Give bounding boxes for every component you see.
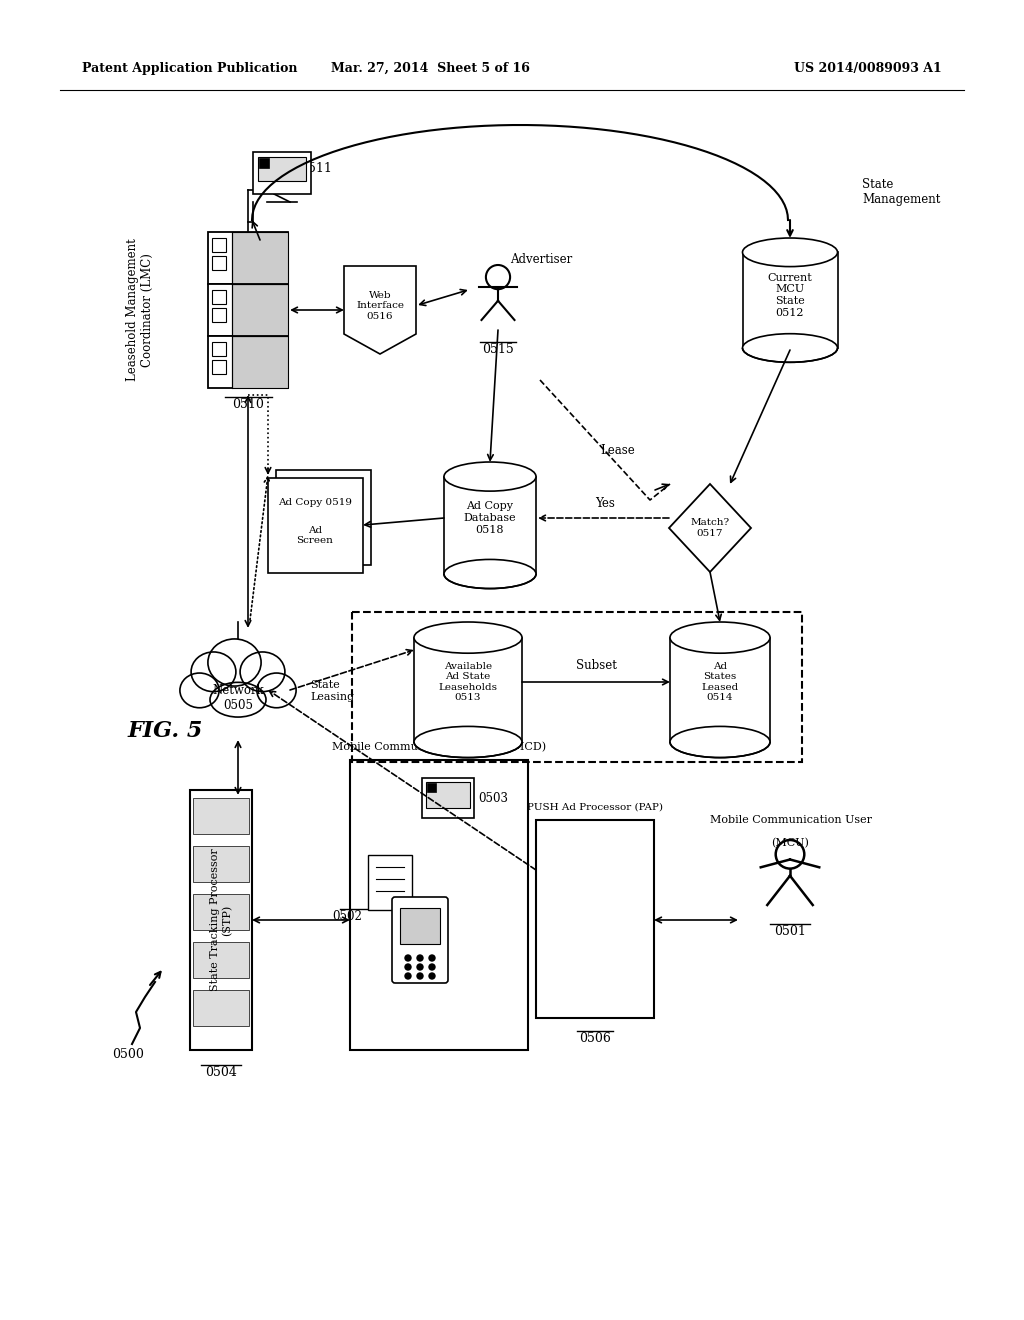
Text: State Tracking Processor
(STP): State Tracking Processor (STP): [210, 849, 232, 991]
FancyBboxPatch shape: [368, 855, 412, 909]
Circle shape: [406, 954, 411, 961]
Text: 0506: 0506: [579, 1032, 611, 1045]
Text: 0515: 0515: [482, 343, 514, 356]
Circle shape: [406, 973, 411, 979]
Text: PUSH Ad Processor (PAP): PUSH Ad Processor (PAP): [527, 803, 663, 812]
FancyBboxPatch shape: [212, 238, 226, 252]
Ellipse shape: [444, 560, 536, 589]
Text: Match?
0517: Match? 0517: [690, 519, 729, 537]
Ellipse shape: [208, 639, 261, 686]
FancyBboxPatch shape: [232, 337, 288, 388]
FancyBboxPatch shape: [193, 799, 249, 834]
Circle shape: [429, 954, 435, 961]
Ellipse shape: [257, 673, 296, 708]
FancyBboxPatch shape: [253, 152, 311, 194]
FancyBboxPatch shape: [742, 252, 838, 348]
Text: Web
Interface
0516: Web Interface 0516: [356, 292, 404, 321]
FancyBboxPatch shape: [232, 284, 288, 337]
Ellipse shape: [444, 462, 536, 491]
Text: 0501: 0501: [774, 925, 806, 939]
Circle shape: [429, 964, 435, 970]
Text: Advertiser: Advertiser: [510, 253, 572, 267]
FancyBboxPatch shape: [193, 894, 249, 931]
FancyBboxPatch shape: [444, 477, 536, 574]
Text: 0500: 0500: [112, 1048, 144, 1061]
Text: US 2014/0089093 A1: US 2014/0089093 A1: [795, 62, 942, 75]
Text: Patent Application Publication: Patent Application Publication: [82, 62, 298, 75]
Text: (MCU): (MCU): [771, 838, 809, 849]
FancyBboxPatch shape: [193, 942, 249, 978]
Text: 0502: 0502: [332, 909, 362, 923]
Ellipse shape: [670, 726, 770, 758]
Text: Ad
States
Leased
0514: Ad States Leased 0514: [701, 661, 738, 702]
Text: Yes: Yes: [595, 498, 615, 510]
Circle shape: [406, 964, 411, 970]
Text: Lease: Lease: [600, 444, 635, 457]
FancyBboxPatch shape: [208, 337, 288, 388]
Polygon shape: [669, 484, 751, 572]
Circle shape: [417, 964, 423, 970]
Text: 0510: 0510: [232, 399, 264, 411]
Text: State
Management: State Management: [862, 178, 940, 206]
FancyBboxPatch shape: [212, 290, 226, 304]
Polygon shape: [344, 267, 416, 354]
FancyBboxPatch shape: [212, 360, 226, 374]
Text: Ad Copy 0519: Ad Copy 0519: [278, 498, 352, 507]
Text: Ad Copy
Database
0518: Ad Copy Database 0518: [464, 502, 516, 535]
Text: Mar. 27, 2014  Sheet 5 of 16: Mar. 27, 2014 Sheet 5 of 16: [331, 62, 529, 75]
FancyBboxPatch shape: [208, 284, 288, 337]
FancyBboxPatch shape: [212, 256, 226, 271]
FancyBboxPatch shape: [400, 908, 440, 944]
Text: 0504: 0504: [205, 1067, 237, 1078]
Ellipse shape: [414, 726, 522, 758]
Ellipse shape: [414, 622, 522, 653]
Ellipse shape: [742, 334, 838, 362]
Ellipse shape: [670, 622, 770, 653]
Text: FIG. 5: FIG. 5: [128, 719, 204, 742]
FancyBboxPatch shape: [427, 783, 436, 792]
FancyBboxPatch shape: [267, 478, 362, 573]
Text: State
Leasing: State Leasing: [310, 680, 354, 702]
FancyBboxPatch shape: [258, 157, 306, 181]
FancyBboxPatch shape: [422, 777, 474, 818]
Ellipse shape: [210, 682, 266, 717]
FancyBboxPatch shape: [193, 846, 249, 882]
FancyBboxPatch shape: [275, 470, 371, 565]
FancyBboxPatch shape: [414, 638, 522, 742]
Ellipse shape: [180, 673, 219, 708]
Circle shape: [429, 973, 435, 979]
FancyBboxPatch shape: [190, 789, 252, 1049]
FancyBboxPatch shape: [212, 342, 226, 356]
FancyBboxPatch shape: [208, 232, 288, 284]
FancyBboxPatch shape: [259, 158, 269, 168]
Text: Current
MCU
State
0512: Current MCU State 0512: [768, 273, 812, 318]
Text: 0503: 0503: [478, 792, 508, 804]
Ellipse shape: [742, 238, 838, 267]
Text: Leasehold Management
Coordinator (LMC): Leasehold Management Coordinator (LMC): [126, 239, 154, 381]
FancyBboxPatch shape: [426, 781, 470, 808]
Text: Ad
Screen: Ad Screen: [297, 525, 334, 545]
FancyBboxPatch shape: [193, 990, 249, 1026]
FancyBboxPatch shape: [670, 638, 770, 742]
Text: Network
0505: Network 0505: [212, 684, 264, 711]
Text: 0511: 0511: [300, 161, 332, 174]
Text: Available
Ad State
Leaseholds
0513: Available Ad State Leaseholds 0513: [438, 661, 498, 702]
FancyBboxPatch shape: [392, 898, 449, 983]
Text: Mobile Communication Device (MCD): Mobile Communication Device (MCD): [332, 742, 546, 752]
Ellipse shape: [191, 652, 236, 692]
Ellipse shape: [240, 652, 285, 692]
FancyBboxPatch shape: [212, 308, 226, 322]
Circle shape: [417, 954, 423, 961]
Circle shape: [417, 973, 423, 979]
FancyBboxPatch shape: [232, 232, 288, 284]
Text: Subset: Subset: [575, 659, 616, 672]
Text: Mobile Communication User: Mobile Communication User: [710, 814, 872, 825]
